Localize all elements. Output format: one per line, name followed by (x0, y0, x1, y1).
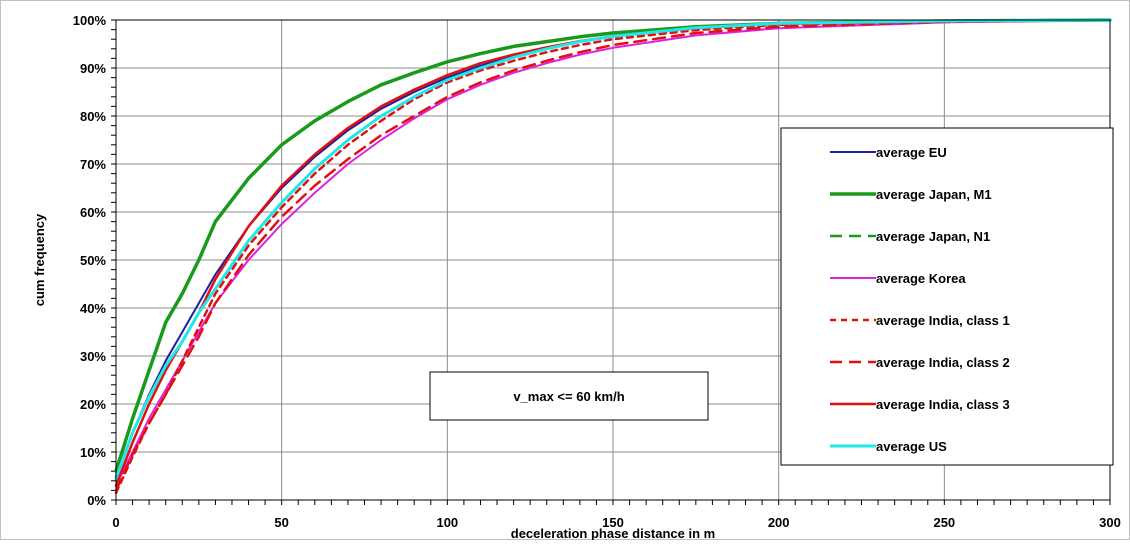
x-axis-title: deceleration phase distance in m (511, 526, 715, 540)
y-tick-label: 0% (87, 493, 106, 508)
minor-ticks (111, 19, 1111, 505)
series-line-average-japan-n1 (114, 18, 1112, 473)
legend-label: average EU (876, 145, 947, 160)
y-tick-label: 80% (80, 109, 106, 124)
legend-label: average India, class 3 (876, 397, 1010, 412)
y-tick-label: 50% (80, 253, 106, 268)
x-tick-label: 250 (933, 515, 955, 530)
y-tick-label: 70% (80, 157, 106, 172)
legend-label: average India, class 2 (876, 355, 1010, 370)
y-tick-label: 100% (73, 13, 107, 28)
x-tick-label: 50 (274, 515, 288, 530)
legend-label: average US (876, 439, 947, 454)
y-tick-label: 90% (80, 61, 106, 76)
y-tick-label: 40% (80, 301, 106, 316)
x-tick-label: 150 (602, 515, 624, 530)
series-line-average-india-class-2 (114, 18, 1112, 492)
x-tick-label: 300 (1099, 515, 1121, 530)
legend: average EU average Japan, M1 average Japan… (780, 127, 1114, 466)
legend-label: average Korea (876, 271, 966, 286)
y-tick-label: 60% (80, 205, 106, 220)
y-tick-label: 20% (80, 397, 106, 412)
legend-label: average Japan, N1 (876, 229, 990, 244)
annotation-text: v_max <= 60 km/h (513, 389, 624, 404)
series-line-average-us (114, 18, 1112, 480)
y-axis-tick-labels: 0% 10% 20% 30% 40% 50% 60% 70% 80% 90% 100% (73, 13, 107, 508)
legend-label: average India, class 1 (876, 313, 1010, 328)
series-lines (114, 18, 1112, 495)
x-tick-label: 100 (436, 515, 458, 530)
legend-box (780, 127, 1114, 466)
y-tick-label: 10% (80, 445, 106, 460)
x-axis-tick-labels: 0 50 100 150 200 250 300 (112, 515, 1120, 530)
x-tick-label: 200 (768, 515, 790, 530)
y-axis-title: cum frequency (32, 213, 47, 306)
y-tick-label: 30% (80, 349, 106, 364)
series-line-average-india-class-1 (114, 18, 1112, 495)
x-tick-label: 0 (112, 515, 119, 530)
annotation-box: v_max <= 60 km/h (429, 371, 709, 421)
legend-label: average Japan, M1 (876, 187, 992, 202)
